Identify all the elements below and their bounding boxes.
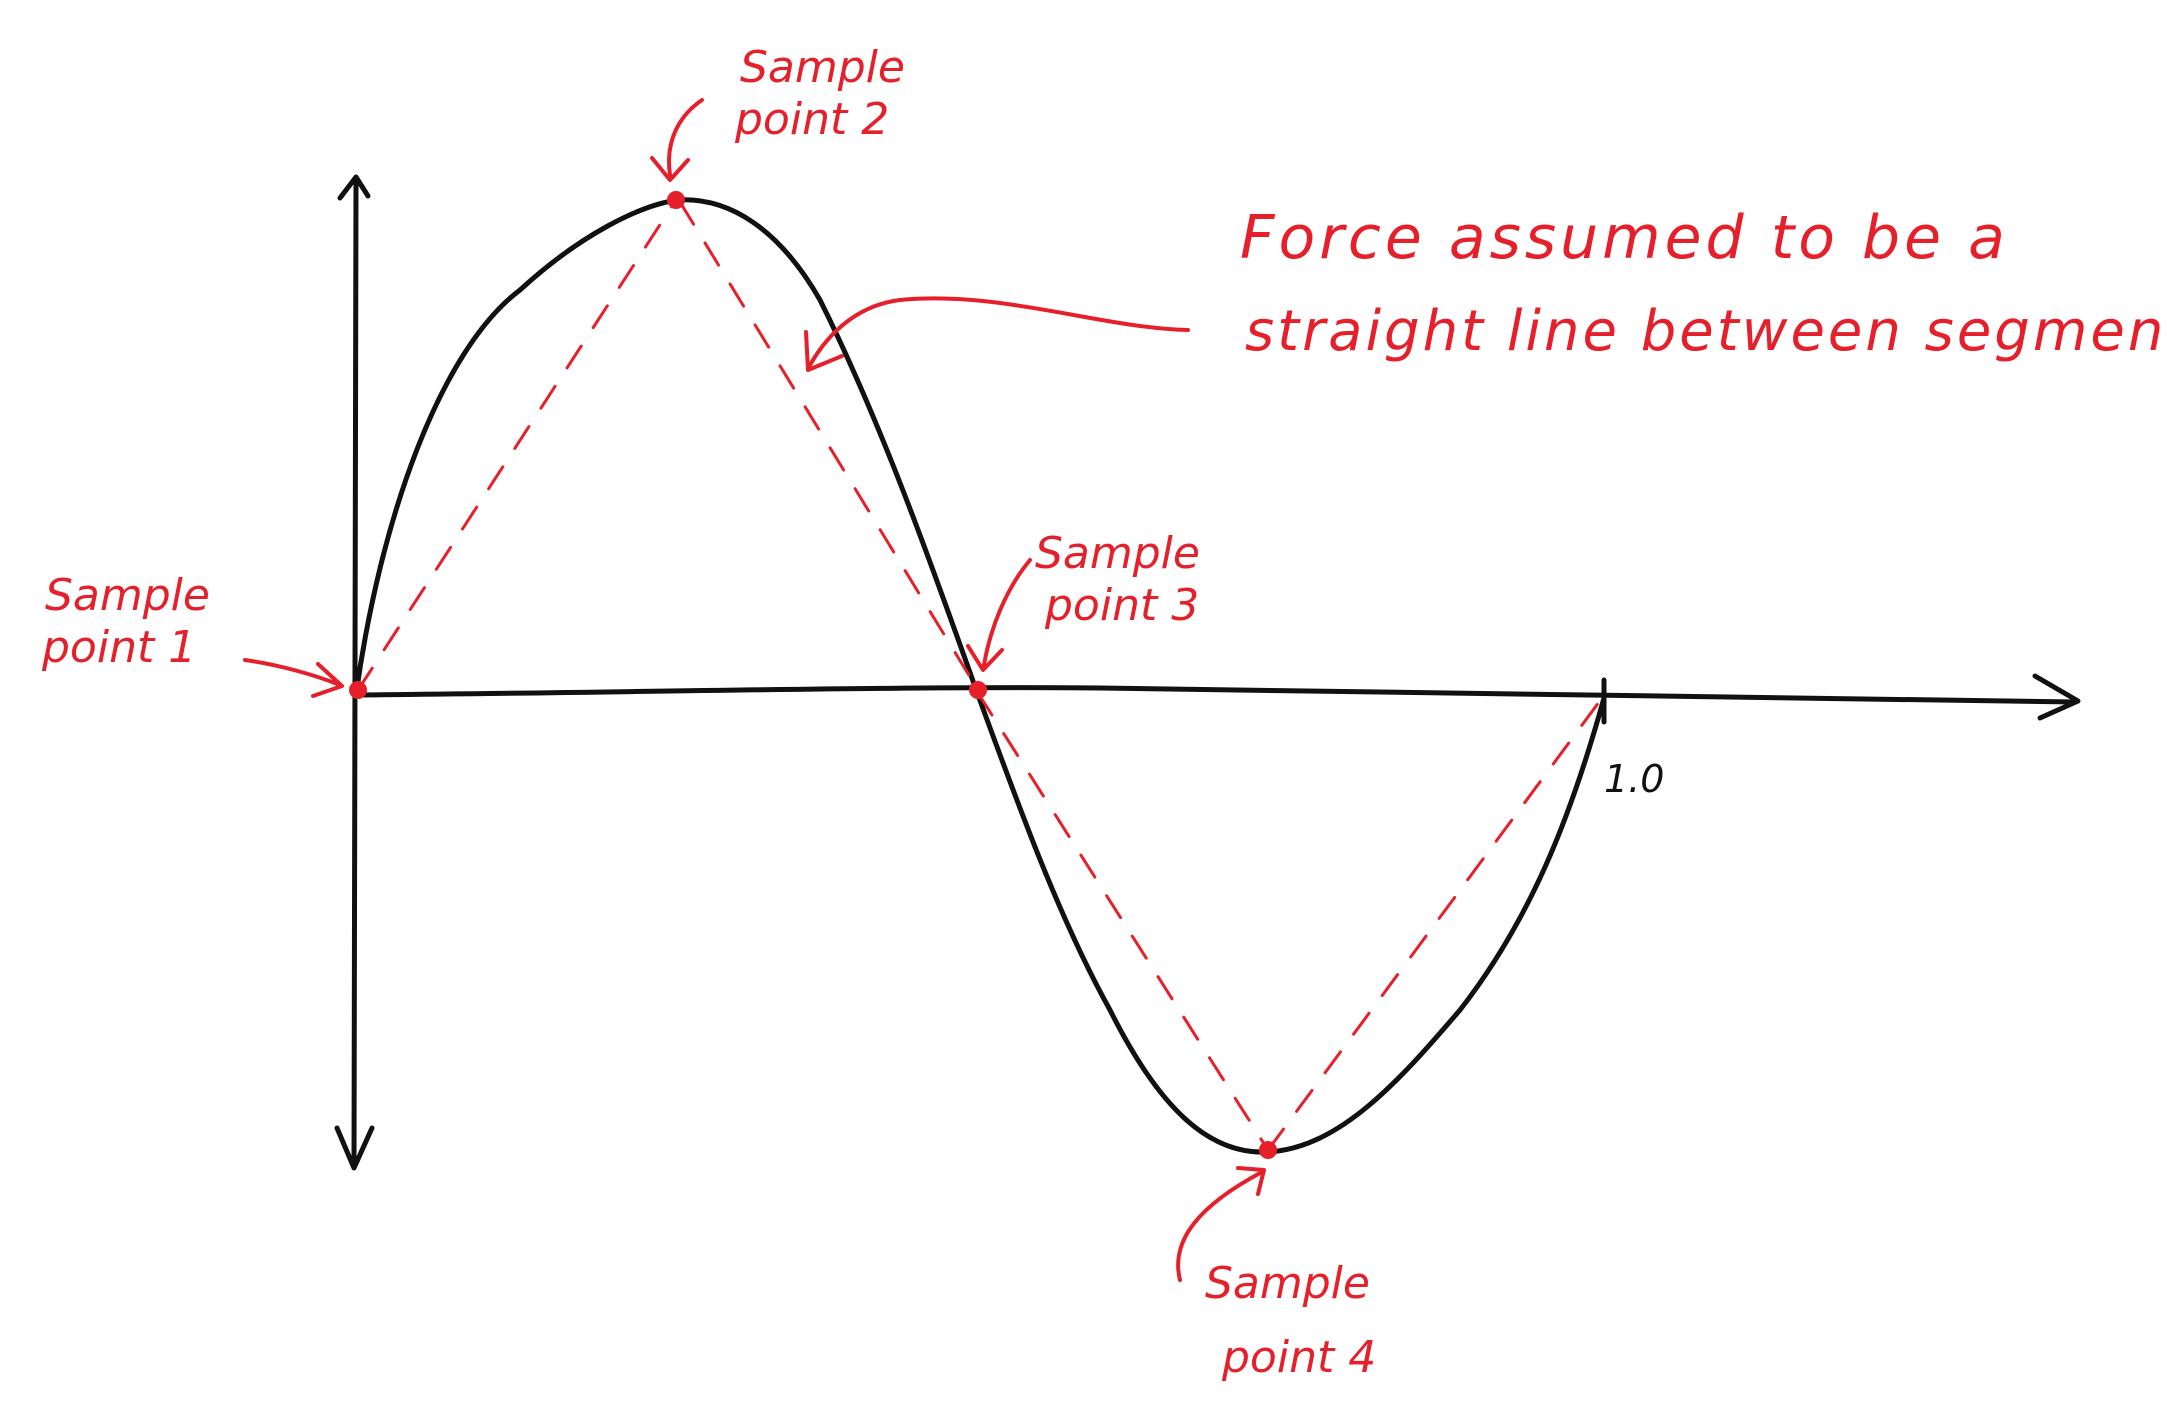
note-line1: Force assumed to be a [1240,203,2009,273]
sample-point-3-label-line2: point 3 [1044,580,1199,631]
sample-point-3-label-line1: Sample [1035,528,1200,579]
sample-point-3-label: Sample point 3 [1035,528,1200,631]
interpolation-segments [356,198,1604,1152]
y-axis [334,174,375,1171]
sample-point-2-label-line1: Sample [740,42,905,93]
sample-point-2-label: Sample point 2 [734,42,905,145]
x-axis-tick-label: 1.0 [1604,757,1664,801]
sample-point-1-marker [349,681,367,699]
sample-point-4-label-line1: Sample [1205,1258,1370,1309]
sample-point-4-marker [1259,1141,1277,1159]
sample-point-1-label-line2: point 1 [41,622,196,673]
x-axis [353,673,2081,725]
sample-point-1-label-line1: Sample [45,570,210,621]
sample-point-2-marker [667,191,685,209]
sample-point-3-marker [969,681,987,699]
sample-markers [349,191,1277,1159]
sample-point-2-label-line2: point 2 [734,94,889,145]
sample-point-4-label: Sample point 4 [1205,1258,1376,1383]
annotation-arrows [243,98,1266,1282]
sample-point-4-label-line2: point 4 [1221,1332,1376,1383]
note-line2: straight line between segments [1245,299,2167,364]
sample-point-1-label: Sample point 1 [41,570,210,673]
note-label: Force assumed to be a straight line betw… [1240,203,2167,364]
